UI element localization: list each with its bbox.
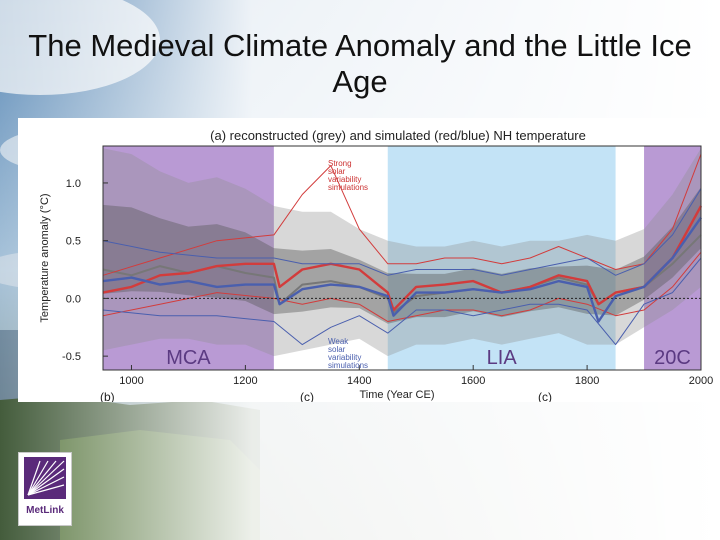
climate-figure: (a) reconstructed (grey) and simulated (… bbox=[18, 118, 715, 402]
panel-label: (b) bbox=[100, 390, 115, 402]
annotation-line: variability bbox=[328, 353, 361, 362]
y-tick-label: 0.0 bbox=[66, 293, 81, 305]
period-label-lia: LIA bbox=[487, 347, 518, 369]
chart-title: (a) reconstructed (grey) and simulated (… bbox=[210, 128, 586, 143]
y-axis-label: Temperature anomaly (°C) bbox=[39, 193, 51, 322]
slide-title: The Medieval Climate Anomaly and the Lit… bbox=[28, 28, 692, 99]
period-label-mca: MCA bbox=[166, 347, 211, 369]
panel-label: (c) bbox=[300, 390, 314, 402]
annotation-line: simulations bbox=[328, 361, 368, 370]
period-band-lia bbox=[387, 146, 616, 370]
series-line-strong-solar-mean bbox=[102, 205, 703, 312]
x-tick-label: 1600 bbox=[461, 375, 485, 387]
reconstruction-envelope-inner bbox=[103, 187, 701, 324]
x-tick-label: 1800 bbox=[575, 375, 599, 387]
series-line-weak-solar-upper bbox=[102, 188, 702, 276]
x-tick-label: 1000 bbox=[119, 375, 143, 387]
series-line-weak-solar-mean bbox=[102, 216, 702, 323]
annotation-line: Strong bbox=[328, 159, 352, 168]
plot-frame bbox=[102, 145, 702, 371]
series-line-weak-solar-lower bbox=[102, 257, 702, 346]
sun-rays-icon bbox=[24, 457, 66, 499]
series-line-strong-solar-upper bbox=[102, 153, 702, 276]
x-tick-label: 2000 bbox=[689, 375, 713, 387]
annotation-line: solar bbox=[328, 167, 346, 176]
logo-text: MetLink bbox=[26, 505, 64, 516]
y-tick-label: 1.0 bbox=[66, 178, 81, 190]
temperature-chart: (a) reconstructed (grey) and simulated (… bbox=[39, 128, 713, 402]
x-tick-label: 1200 bbox=[233, 375, 257, 387]
panel-label: (c) bbox=[538, 390, 552, 402]
annotation-line: Weak bbox=[328, 337, 349, 346]
x-axis-label: Time (Year CE) bbox=[360, 389, 435, 401]
y-tick-label: 0.5 bbox=[66, 236, 81, 248]
annotation-line: solar bbox=[328, 345, 346, 354]
y-tick-label: -0.5 bbox=[62, 351, 81, 363]
metlink-logo: MetLink bbox=[18, 452, 72, 526]
annotation-line: simulations bbox=[328, 183, 368, 192]
annotation-line: variability bbox=[328, 175, 361, 184]
period-label-20c: 20C bbox=[654, 347, 691, 369]
x-tick-label: 1400 bbox=[347, 375, 371, 387]
